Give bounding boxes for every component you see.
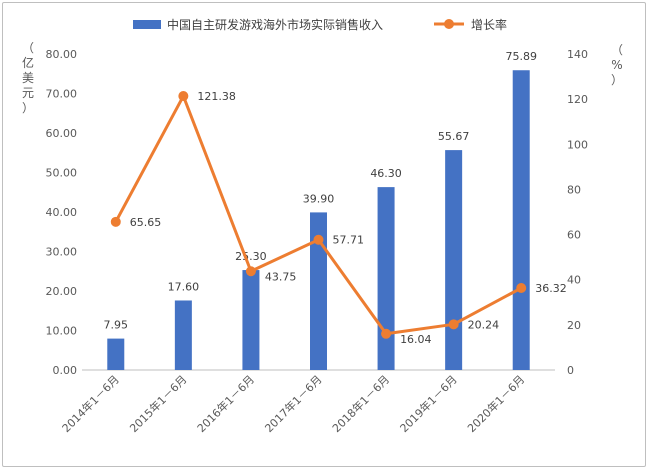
growth-point xyxy=(110,216,121,227)
growth-point xyxy=(381,328,392,339)
x-tick-label: 2018年1－6月 xyxy=(329,372,392,435)
right-tick-label: 60 xyxy=(567,229,581,242)
growth-value-label: 65.65 xyxy=(130,216,162,229)
legend: 中国自主研发游戏海外市场实际销售收入 增长率 xyxy=(133,17,507,32)
legend-bar-swatch xyxy=(133,20,161,29)
bar-value-label: 25.30 xyxy=(235,250,267,263)
bar-value-label: 75.89 xyxy=(505,50,537,63)
x-tick-label: 2020年1－6月 xyxy=(464,372,527,435)
legend-line-label: 增长率 xyxy=(471,17,507,32)
bar xyxy=(174,300,192,370)
left-tick-label: 40.00 xyxy=(46,206,78,219)
growth-point xyxy=(313,234,324,245)
bar-value-label: 7.95 xyxy=(104,319,129,332)
bar xyxy=(377,187,395,370)
right-axis-ticks: 0 20 40 60 80 100 120 140 xyxy=(567,48,588,377)
bar xyxy=(512,70,530,370)
growth-point xyxy=(245,266,256,277)
line-series xyxy=(110,91,527,339)
chart-frame xyxy=(2,2,646,467)
bar-value-label: 17.60 xyxy=(168,280,200,293)
left-tick-label: 10.00 xyxy=(46,325,78,338)
x-tick-label: 2014年1－6月 xyxy=(59,372,122,435)
right-tick-label: 80 xyxy=(567,183,581,196)
left-tick-label: 60.00 xyxy=(46,127,78,140)
left-tick-label: 70.00 xyxy=(46,88,78,101)
right-tick-label: 40 xyxy=(567,274,581,287)
right-tick-label: 20 xyxy=(567,319,581,332)
x-tick-label: 2019年1－6月 xyxy=(397,372,460,435)
bar-value-label: 46.30 xyxy=(370,167,402,180)
left-tick-label: 50.00 xyxy=(46,167,78,180)
left-tick-label: 0.00 xyxy=(53,364,78,377)
left-tick-label: 20.00 xyxy=(46,285,78,298)
right-tick-label: 0 xyxy=(567,364,574,377)
growth-point xyxy=(178,91,189,102)
bar xyxy=(242,270,260,370)
left-axis-ticks: 0.00 10.00 20.00 30.00 40.00 50.00 60.00 70.00 8… xyxy=(46,48,78,377)
growth-value-label: 20.24 xyxy=(468,318,500,331)
bar-data-labels: 7.95 17.60 25.30 39.90 46.30 55.67 75.89 xyxy=(104,50,537,331)
legend-line-marker xyxy=(444,19,454,29)
growth-value-label: 121.38 xyxy=(197,90,236,103)
growth-value-label: 36.32 xyxy=(535,282,567,295)
x-axis-ticks: 2014年1－6月 2015年1－6月 2016年1－6月 2017年1－6月 2018… xyxy=(59,372,527,435)
legend-bar-label: 中国自主研发游戏海外市场实际销售收入 xyxy=(167,17,383,32)
bar xyxy=(310,212,327,370)
growth-value-label: 16.04 xyxy=(400,333,432,346)
right-tick-label: 140 xyxy=(567,48,588,61)
bar xyxy=(107,338,125,370)
growth-point xyxy=(516,283,527,294)
x-tick-label: 2016年1－6月 xyxy=(194,372,257,435)
line-data-labels: 65.65 121.38 43.75 57.71 16.04 20.24 36.32 xyxy=(130,90,567,346)
left-axis-title: （亿美元） xyxy=(22,41,34,115)
growth-point xyxy=(448,319,459,330)
bar-series xyxy=(107,70,530,370)
right-tick-label: 120 xyxy=(567,93,588,106)
growth-value-label: 43.75 xyxy=(265,270,297,283)
right-tick-label: 100 xyxy=(567,138,588,151)
bar-value-label: 55.67 xyxy=(438,130,470,143)
growth-value-label: 57.71 xyxy=(333,234,365,247)
bar-value-label: 39.90 xyxy=(303,192,335,205)
x-tick-label: 2017年1－6月 xyxy=(262,372,325,435)
left-tick-label: 80.00 xyxy=(46,48,78,61)
x-tick-label: 2015年1－6月 xyxy=(127,372,190,435)
left-tick-label: 30.00 xyxy=(46,246,78,259)
bar xyxy=(445,150,463,370)
right-axis-title: （%） xyxy=(611,43,623,87)
